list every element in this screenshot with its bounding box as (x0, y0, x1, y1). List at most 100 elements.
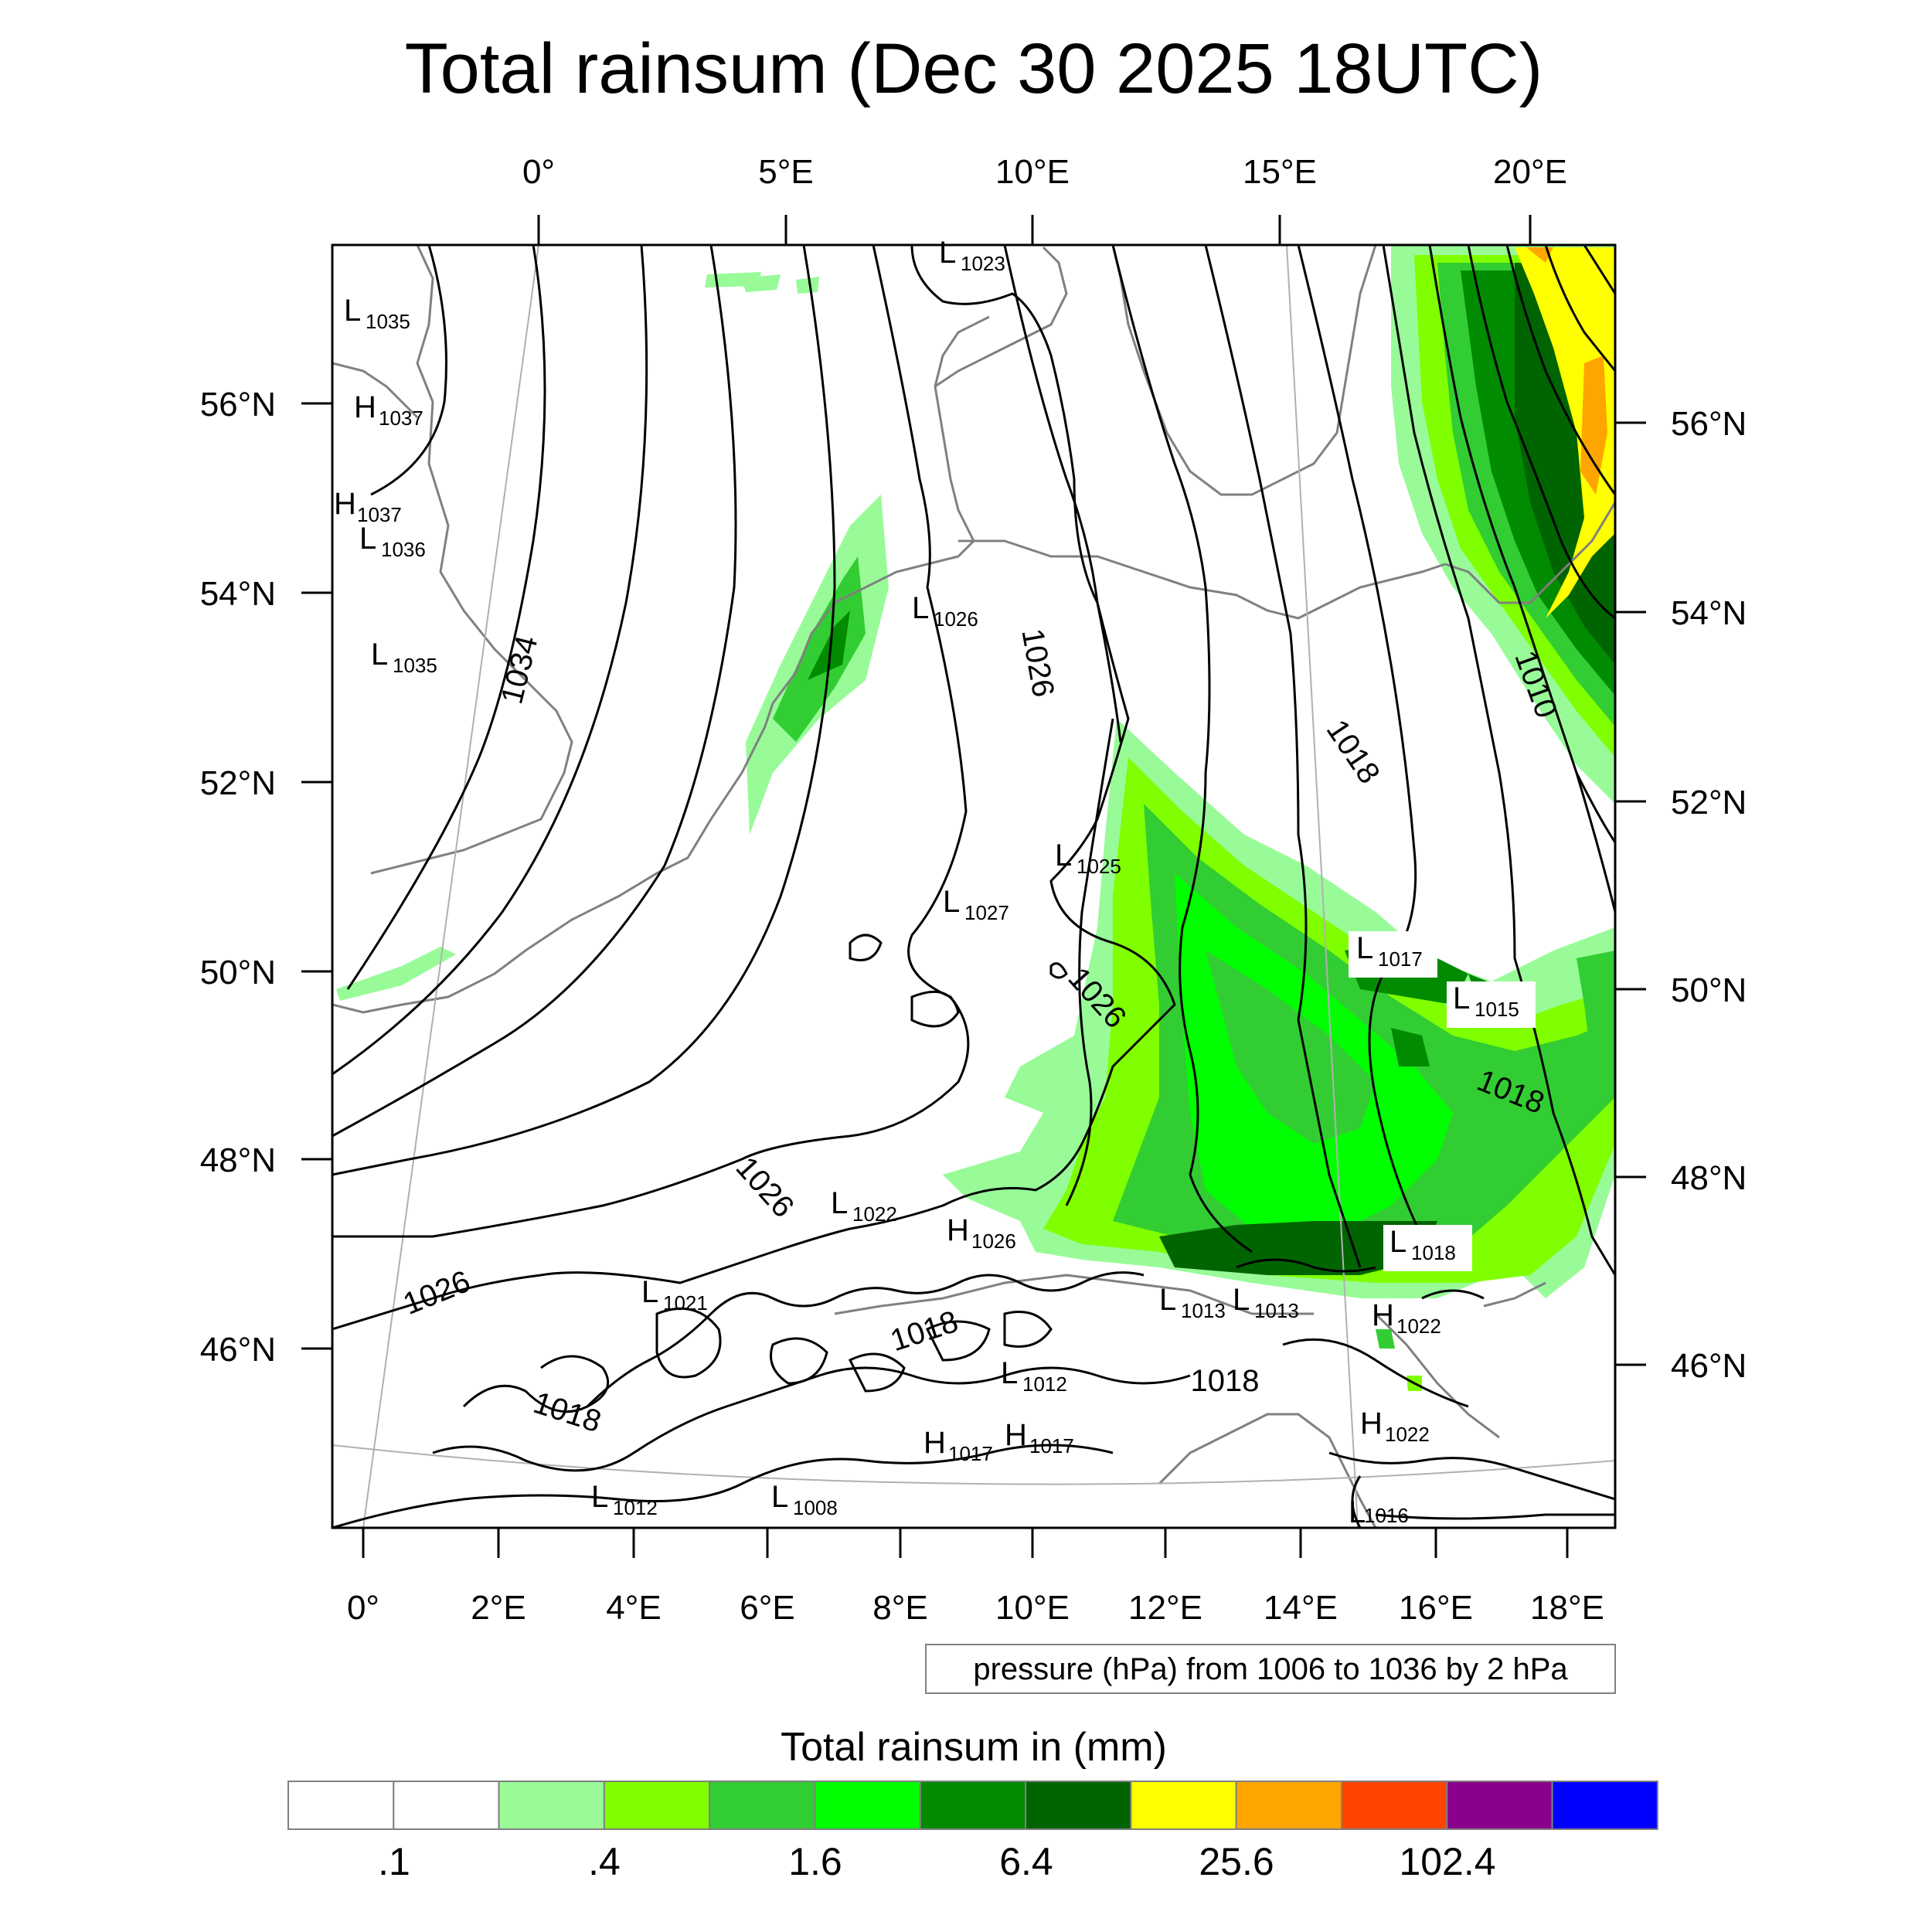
pressure-center-type: L (591, 1480, 608, 1514)
pressure-center-type: H (923, 1426, 946, 1460)
right-lat-label: 56°N (1671, 405, 1747, 443)
bottom-lon-label: 14°E (1264, 1589, 1338, 1627)
pressure-center-value: 1037 (357, 503, 402, 526)
pressure-center-value: 1025 (1077, 855, 1121, 878)
colorbar-label: .4 (588, 1840, 621, 1883)
left-lat-label: 48°N (200, 1141, 276, 1179)
figure-title: Total rainsum (Dec 30 2025 18UTC) (405, 29, 1543, 108)
pressure-center-value: 1035 (366, 310, 410, 333)
top-lon-label: 10°E (995, 153, 1070, 191)
left-lat-label: 54°N (200, 575, 276, 613)
pressure-center-value: 1026 (971, 1230, 1016, 1253)
pressure-center-value: 1018 (1411, 1241, 1456, 1264)
colorbar-label: 102.4 (1399, 1840, 1495, 1883)
pressure-centers: L 1035 H 1037 H 1037 L 1036 L 1035 L 1023 L 102… (334, 236, 1536, 1529)
pressure-center-value: 1037 (379, 406, 423, 430)
pressure-center-type: H (1360, 1406, 1383, 1440)
pressure-center-type: L (641, 1275, 658, 1309)
top-lon-label: 5°E (758, 153, 813, 191)
pressure-center-value: 1013 (1254, 1299, 1299, 1322)
pressure-center-value: 1015 (1475, 998, 1519, 1021)
pressure-center-type: L (371, 638, 388, 672)
left-lat-label: 46°N (200, 1331, 276, 1369)
pressure-center-type: L (771, 1480, 788, 1514)
left-lat-label: 52°N (200, 764, 276, 802)
pressure-center-type: H (947, 1213, 969, 1247)
bottom-lon-label: 4°E (606, 1589, 661, 1627)
top-lon-label: 15°E (1243, 153, 1317, 191)
bottom-lon-label: 10°E (995, 1589, 1070, 1627)
bottom-lon-label: 16°E (1399, 1589, 1473, 1627)
coastlines (332, 245, 1615, 1528)
pressure-center-type: L (939, 236, 956, 270)
pressure-center-value: 1026 (934, 607, 978, 631)
right-lat-label: 48°N (1671, 1159, 1747, 1197)
colorbar-box (1446, 1781, 1553, 1830)
colorbar-box (498, 1781, 605, 1830)
contour-info-box: pressure (hPa) from 1006 to 1036 by 2 hP… (925, 1644, 1616, 1694)
colorbar-boxes (287, 1781, 1658, 1830)
pressure-center-value: 1008 (793, 1496, 838, 1519)
pressure-center-value: 1017 (1378, 947, 1423, 971)
bottom-longitude-axis (362, 1528, 1569, 1558)
pressure-center-type: L (1453, 981, 1470, 1015)
colorbar: Total rainsum in (mm) .1 .4 1.6 6.4 25.6… (287, 1725, 1658, 1883)
isobars (332, 245, 1615, 1528)
pressure-center-type: H (354, 390, 376, 424)
top-longitude-axis (537, 215, 1532, 245)
right-lat-label: 54°N (1671, 594, 1747, 632)
pressure-center-type: L (1159, 1283, 1176, 1317)
pressure-center-type: L (1349, 1495, 1366, 1529)
pressure-center-value: 1016 (1364, 1504, 1409, 1527)
contour-info-text: pressure (hPa) from 1006 to 1036 by 2 hP… (973, 1652, 1568, 1686)
pressure-center-type: L (912, 591, 929, 625)
pressure-center-value: 1013 (1181, 1299, 1226, 1322)
pressure-center-value: 1017 (1029, 1434, 1074, 1458)
colorbar-box (603, 1781, 711, 1830)
pressure-center-value: 1022 (1385, 1423, 1430, 1446)
colorbar-label: 25.6 (1199, 1840, 1274, 1883)
pressure-center-value: 1022 (852, 1202, 897, 1226)
colorbar-box (814, 1781, 921, 1830)
bottom-lon-label: 12°E (1128, 1589, 1202, 1627)
pressure-center-type: H (334, 487, 356, 521)
bottom-lon-label: 2°E (471, 1589, 526, 1627)
pressure-center-type: H (1372, 1298, 1394, 1332)
right-latitude-axis (1615, 421, 1646, 1366)
bottom-lon-label: 6°E (740, 1589, 794, 1627)
colorbar-box (919, 1781, 1027, 1830)
pressure-center-value: 1012 (613, 1496, 658, 1519)
right-lat-label: 46°N (1671, 1347, 1747, 1385)
colorbar-title: Total rainsum in (mm) (781, 1725, 1167, 1770)
colorbar-box (393, 1781, 500, 1830)
colorbar-label: 1.6 (788, 1840, 842, 1883)
meridian-guides (332, 245, 1615, 1528)
pressure-center-type: H (1005, 1418, 1027, 1452)
pressure-center-value: 1035 (393, 654, 437, 677)
pressure-center-value: 1027 (964, 901, 1009, 924)
pressure-center-type: L (1001, 1356, 1018, 1390)
left-latitude-axis (301, 402, 332, 1350)
left-lat-label: 50°N (200, 954, 276, 992)
pressure-center-value: 1036 (381, 538, 426, 561)
pressure-center-value: 1017 (948, 1442, 993, 1465)
colorbar-box (709, 1781, 816, 1830)
right-lat-label: 50°N (1671, 971, 1747, 1009)
pressure-center-type: L (831, 1186, 848, 1220)
colorbar-box (287, 1781, 395, 1830)
pressure-center-type: L (1356, 931, 1373, 965)
pressure-center-value: 1022 (1396, 1315, 1441, 1338)
colorbar-box (1341, 1781, 1448, 1830)
pressure-center-type: L (1389, 1225, 1406, 1259)
left-lat-label: 56°N (200, 386, 276, 423)
right-lat-label: 52°N (1671, 784, 1747, 821)
top-lon-label: 0° (522, 153, 555, 191)
pressure-center-value: 1012 (1022, 1372, 1067, 1396)
pressure-center-value: 1023 (961, 252, 1005, 275)
colorbar-box (1025, 1781, 1132, 1830)
colorbar-box (1130, 1781, 1237, 1830)
colorbar-box (1235, 1781, 1342, 1830)
pressure-center-type: L (943, 885, 960, 919)
colorbar-label: .1 (378, 1840, 410, 1883)
